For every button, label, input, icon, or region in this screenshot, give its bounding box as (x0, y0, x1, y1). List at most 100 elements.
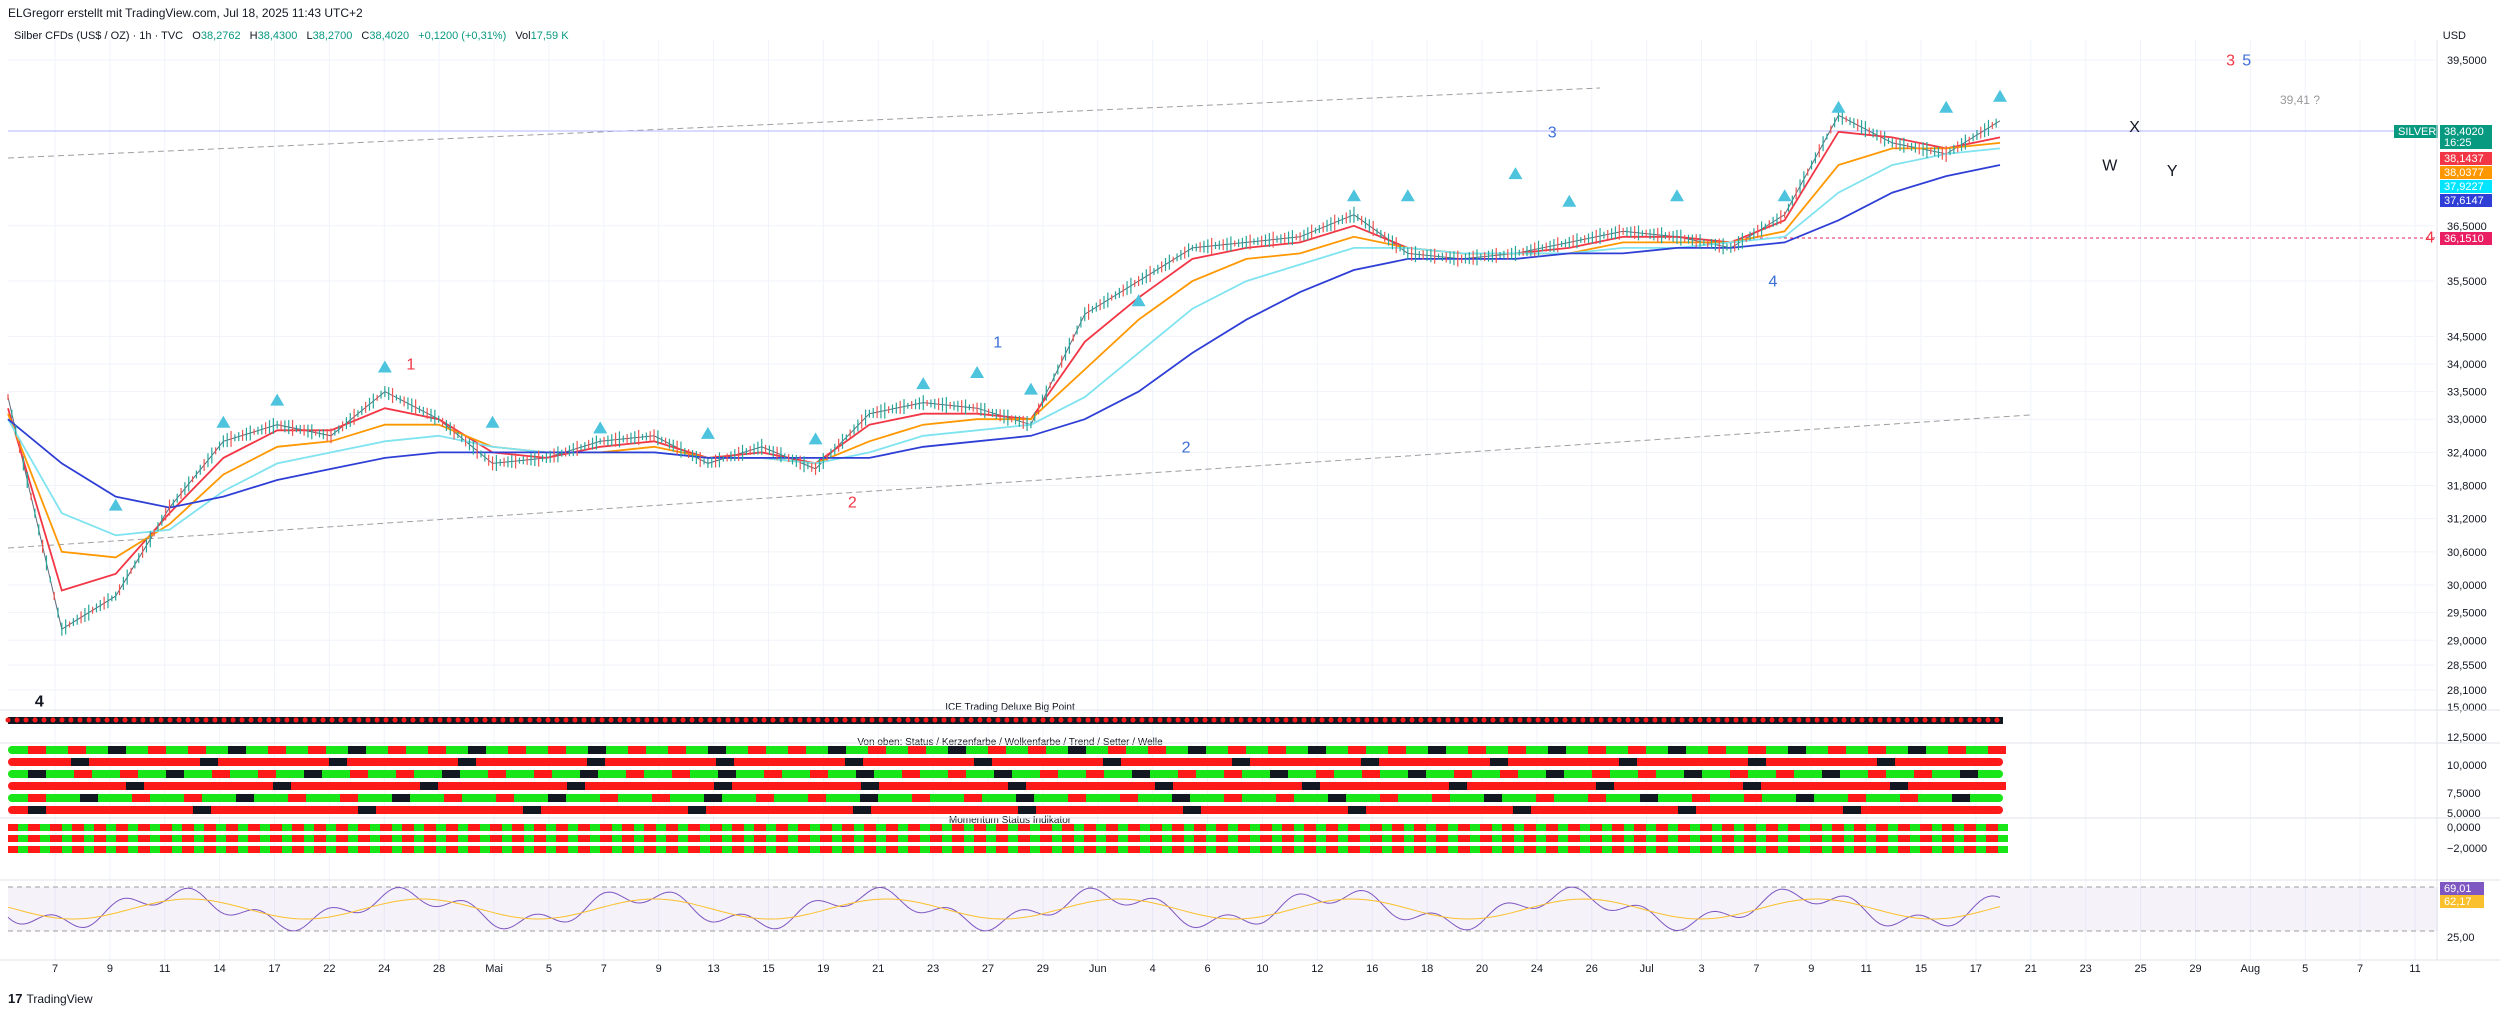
price-tag-label: 16:25 (2444, 137, 2472, 149)
wave-label: 4 (1768, 274, 1777, 291)
status-segment (798, 806, 816, 814)
momentum-segment (1514, 824, 1524, 831)
y-tick-label: 34,5000 (2447, 331, 2487, 343)
status-segment (948, 746, 966, 754)
big-point-dot (932, 717, 938, 723)
panel-tick-label: 25,00 (2447, 932, 2475, 944)
symbol-name[interactable]: Silber CFDs (US$ / OZ) · 1h · TVC (14, 30, 184, 42)
status-segment (1068, 794, 1086, 802)
status-segment (1645, 782, 1663, 790)
big-point-dot (1787, 717, 1793, 723)
momentum-segment (678, 824, 688, 831)
status-segment (630, 758, 648, 766)
status-segment (1898, 806, 1916, 814)
x-tick-label: Aug (2241, 963, 2261, 975)
status-segment (1400, 782, 1418, 790)
momentum-segment (1668, 846, 1678, 853)
x-tick-label: 10 (1256, 963, 1268, 975)
big-point-dot (248, 717, 254, 723)
status-segment (1748, 758, 1766, 766)
status-segment (688, 806, 706, 814)
big-point-dot (230, 717, 236, 723)
status-segment (268, 746, 286, 754)
momentum-segment (216, 824, 226, 831)
status-segment (988, 746, 1006, 754)
big-point-dot (536, 717, 542, 723)
status-segment (1008, 782, 1026, 790)
price-tag-bg (2440, 232, 2492, 245)
status-segment (861, 782, 879, 790)
momentum-segment (1844, 846, 1854, 853)
status-segment (358, 806, 376, 814)
big-point-dot (761, 717, 767, 723)
momentum-segment (282, 846, 292, 853)
x-tick-label: 16 (1366, 963, 1378, 975)
big-point-dot (1310, 717, 1316, 723)
momentum-segment (1206, 835, 1216, 842)
big-point-dot (581, 717, 587, 723)
momentum-segment (40, 824, 50, 831)
status-segment (810, 770, 828, 778)
momentum-segment (1052, 846, 1062, 853)
momentum-segment (810, 824, 820, 831)
momentum-segment (1580, 835, 1590, 842)
y-tick-label: 33,5000 (2447, 387, 2487, 399)
x-tick-label: 11 (159, 963, 170, 975)
wave-label: X (2129, 119, 2140, 136)
y-tick-label: 29,0000 (2447, 635, 2487, 647)
big-point-dot (626, 717, 632, 723)
momentum-segment (1008, 824, 1018, 831)
x-tick-label: 14 (214, 963, 226, 975)
currency-label[interactable]: USD (2442, 30, 2466, 42)
big-point-dot (1877, 717, 1883, 723)
momentum-segment (524, 824, 534, 831)
big-point-dot (491, 717, 497, 723)
big-point-dot (158, 717, 164, 723)
rsi-tag-label: 62,17 (2444, 896, 2472, 908)
big-point-dot (1733, 717, 1739, 723)
momentum-segment (304, 824, 314, 831)
status-segment (587, 758, 605, 766)
big-point-dot (617, 717, 623, 723)
big-point-dot (392, 717, 398, 723)
big-point-dot (1850, 717, 1856, 723)
big-point-dot (1382, 717, 1388, 723)
lower-trendline (7, 414, 2031, 549)
momentum-segment (744, 846, 754, 853)
big-point-dot (221, 717, 227, 723)
momentum-segment (1932, 835, 1942, 842)
status-segment (1640, 794, 1658, 802)
momentum-segment (1184, 835, 1194, 842)
status-segment (1361, 758, 1379, 766)
status-segment (273, 782, 291, 790)
signal-triangle (970, 366, 985, 379)
big-point-dot (383, 717, 389, 723)
big-point-dot (482, 717, 488, 723)
x-tick-label: 6 (1204, 963, 1210, 975)
status-segment (704, 794, 722, 802)
big-point-dot (707, 717, 713, 723)
status-segment (468, 746, 486, 754)
x-tick-label: 9 (656, 963, 662, 975)
momentum-segment (1954, 846, 1964, 853)
big-point-dot (698, 717, 704, 723)
momentum-segment (1470, 824, 1480, 831)
status-segment (188, 746, 206, 754)
momentum-segment (1030, 824, 1040, 831)
status-segment (1362, 770, 1380, 778)
tradingview-brand[interactable]: 17 TradingView (8, 991, 93, 1006)
momentum-segment (62, 846, 72, 853)
momentum-segment (1316, 835, 1326, 842)
panel-tick-label: 12,5000 (2447, 732, 2487, 744)
momentum-segment (1734, 835, 1744, 842)
momentum-row (8, 846, 2003, 853)
momentum-segment (832, 846, 842, 853)
momentum-segment (436, 835, 446, 842)
status-segment (910, 782, 928, 790)
big-point-dot (473, 717, 479, 723)
status-segment (413, 806, 431, 814)
status-segment (371, 782, 389, 790)
status-segment (600, 794, 618, 802)
momentum-segment (568, 824, 578, 831)
